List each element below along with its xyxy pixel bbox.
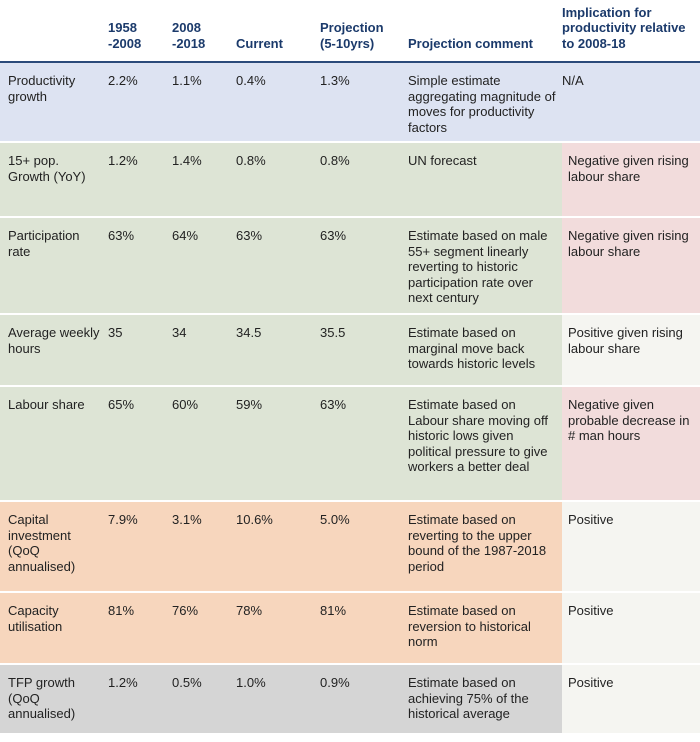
table-header-row: 1958 -2008 2008 -2018 Current Projection… — [0, 0, 700, 62]
cell-projection: 0.9% — [320, 664, 408, 735]
row-label: Average weekly hours — [0, 314, 108, 387]
cell-comment: Simple estimate aggregating magnitude of… — [408, 62, 562, 143]
cell-2008-2018: 34 — [172, 314, 236, 387]
cell-projection: 63% — [320, 386, 408, 502]
cell-projection: 5.0% — [320, 501, 408, 593]
cell-current: 10.6% — [236, 501, 320, 593]
cell-projection: 63% — [320, 217, 408, 315]
cell-comment: Estimate based on Labour share moving of… — [408, 386, 562, 502]
cell-2008-2018: 3.1% — [172, 501, 236, 593]
cell-current: 1.0% — [236, 664, 320, 735]
cell-implication: Negative given rising labour share — [562, 142, 700, 218]
cell-current: 63% — [236, 217, 320, 315]
cell-comment: Estimate based on marginal move back tow… — [408, 314, 562, 387]
cell-1958-2008: 65% — [108, 386, 172, 502]
cell-comment: Estimate based on achieving 75% of the h… — [408, 664, 562, 735]
cell-implication: Positive — [562, 592, 700, 665]
table-row: Productivity growth 2.2% 1.1% 0.4% 1.3% … — [0, 62, 700, 143]
header-2008-2018-text: 2008 -2018 — [172, 20, 206, 51]
cell-current: 78% — [236, 592, 320, 665]
cell-2008-2018: 1.4% — [172, 142, 236, 218]
cell-implication: Positive — [562, 664, 700, 735]
header-projection-comment: Projection comment — [408, 35, 533, 51]
cell-implication: Negative given probable decrease in # ma… — [562, 386, 700, 502]
row-label: Capital investment (QoQ annualised) — [0, 501, 108, 593]
header-2008-2018: 2008 -2018 — [172, 0, 236, 62]
row-label: Capacity utilisation — [0, 592, 108, 665]
cell-2008-2018: 64% — [172, 217, 236, 315]
cell-comment: UN forecast — [408, 142, 562, 218]
cell-current: 0.4% — [236, 62, 320, 143]
cell-comment: Estimate based on male 55+ segment linea… — [408, 217, 562, 315]
table-row: TFP growth (QoQ annualised) 1.2% 0.5% 1.… — [0, 664, 700, 735]
header-label — [0, 0, 108, 62]
cell-2008-2018: 0.5% — [172, 664, 236, 735]
row-label: Productivity growth — [0, 62, 108, 143]
cell-current: 34.5 — [236, 314, 320, 387]
cell-1958-2008: 63% — [108, 217, 172, 315]
table-row: Labour share 65% 60% 59% 63% Estimate ba… — [0, 386, 700, 502]
row-label: Labour share — [0, 386, 108, 502]
cell-implication: Positive given rising labour share — [562, 314, 700, 387]
header-implication: Implication for productivity relative to… — [562, 4, 686, 51]
cell-1958-2008: 1.2% — [108, 142, 172, 218]
row-label: TFP growth (QoQ annualised) — [0, 664, 108, 735]
table-row: Capital investment (QoQ annualised) 7.9%… — [0, 501, 700, 593]
cell-1958-2008: 1.2% — [108, 664, 172, 735]
header-projection: Projection (5-10yrs) — [320, 0, 408, 62]
cell-2008-2018: 76% — [172, 592, 236, 665]
cell-1958-2008: 2.2% — [108, 62, 172, 143]
row-label: Participation rate — [0, 217, 108, 315]
cell-projection: 81% — [320, 592, 408, 665]
cell-1958-2008: 81% — [108, 592, 172, 665]
table-row: Participation rate 63% 64% 63% 63% Estim… — [0, 217, 700, 315]
header-1958-2008: 1958 -2008 — [108, 0, 172, 62]
cell-implication: Positive — [562, 501, 700, 593]
cell-projection: 35.5 — [320, 314, 408, 387]
cell-current: 0.8% — [236, 142, 320, 218]
header-current: Current — [236, 35, 283, 51]
cell-implication: N/A — [562, 62, 700, 143]
cell-1958-2008: 7.9% — [108, 501, 172, 593]
table-row: 15+ pop. Growth (YoY) 1.2% 1.4% 0.8% 0.8… — [0, 142, 700, 218]
header-1958-2008-text: 1958 -2008 — [108, 20, 142, 51]
table-row: Average weekly hours 35 34 34.5 35.5 Est… — [0, 314, 700, 387]
table-row: Capacity utilisation 81% 76% 78% 81% Est… — [0, 592, 700, 665]
cell-implication: Negative given rising labour share — [562, 217, 700, 315]
cell-comment: Estimate based on reverting to the upper… — [408, 501, 562, 593]
cell-2008-2018: 60% — [172, 386, 236, 502]
cell-projection: 1.3% — [320, 62, 408, 143]
cell-current: 59% — [236, 386, 320, 502]
cell-comment: Estimate based on reversion to historica… — [408, 592, 562, 665]
cell-2008-2018: 1.1% — [172, 62, 236, 143]
row-label: 15+ pop. Growth (YoY) — [0, 142, 108, 218]
cell-1958-2008: 35 — [108, 314, 172, 387]
cell-projection: 0.8% — [320, 142, 408, 218]
header-projection-text: Projection (5-10yrs) — [320, 20, 384, 51]
